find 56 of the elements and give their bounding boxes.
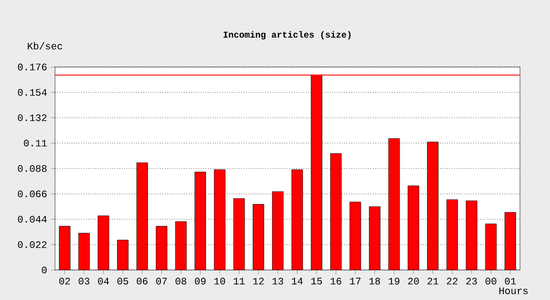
bar [59, 226, 70, 270]
x-tick-label: 04 [98, 278, 109, 285]
x-tick-label: 20 [408, 278, 419, 285]
y-axis-title: Kb/sec [28, 42, 62, 50]
y-tick-label: 0.11 [24, 140, 47, 146]
x-tick-label: 23 [466, 278, 477, 285]
x-tick-label: 07 [156, 278, 167, 285]
x-tick-label: 15 [311, 278, 322, 284]
bar [330, 153, 342, 270]
bar [98, 216, 110, 270]
x-tick-label: 12 [253, 278, 264, 284]
bar [388, 138, 400, 270]
bar [408, 186, 420, 270]
x-tick-label: 13 [272, 278, 284, 285]
y-tick-label: 0.066 [18, 190, 47, 198]
x-axis-title: Hours [499, 288, 528, 294]
x-tick-label: 00 [486, 278, 496, 285]
y-tick-label: 0.044 [18, 216, 47, 223]
bar [136, 162, 148, 270]
y-tick-label: 0.176 [18, 64, 47, 70]
x-tick-label: 22 [446, 278, 458, 284]
x-tick-label: 05 [117, 278, 128, 285]
x-tick-label: 01 [504, 278, 516, 285]
bar [485, 224, 497, 270]
chart-title: Incoming articles (size) [224, 31, 351, 40]
bar [194, 172, 206, 270]
y-tick-label: 0.154 [18, 88, 47, 96]
x-tick-label: 06 [136, 278, 148, 285]
bar [214, 169, 226, 270]
y-tick-label: 0.088 [18, 165, 47, 172]
bar [446, 199, 458, 270]
x-tick-label: 11 [234, 278, 245, 284]
bar [504, 212, 516, 270]
bar [291, 169, 303, 270]
bar [233, 198, 245, 270]
bar [368, 206, 380, 270]
bar [350, 202, 362, 270]
y-tick-label: 0.132 [18, 114, 47, 122]
bar [252, 204, 264, 270]
x-tick-label: 14 [292, 278, 303, 284]
bar [117, 240, 129, 270]
x-tick-label: 08 [176, 278, 186, 285]
x-tick-label: 10 [214, 278, 226, 285]
bar [272, 191, 284, 270]
x-tick-label: 18 [369, 278, 380, 285]
x-tick-label: 09 [194, 278, 206, 285]
y-tick-label: 0 [42, 266, 47, 274]
bar [466, 200, 478, 270]
x-tick-label: 17 [350, 278, 361, 284]
x-tick-label: 21 [428, 278, 438, 284]
bar [427, 142, 439, 270]
x-tick-label: 03 [78, 278, 90, 285]
x-tick-label: 19 [388, 278, 400, 285]
x-tick-label: 16 [330, 278, 342, 285]
y-tick-label: 0.022 [18, 241, 47, 248]
x-tick-label: 02 [59, 278, 70, 285]
